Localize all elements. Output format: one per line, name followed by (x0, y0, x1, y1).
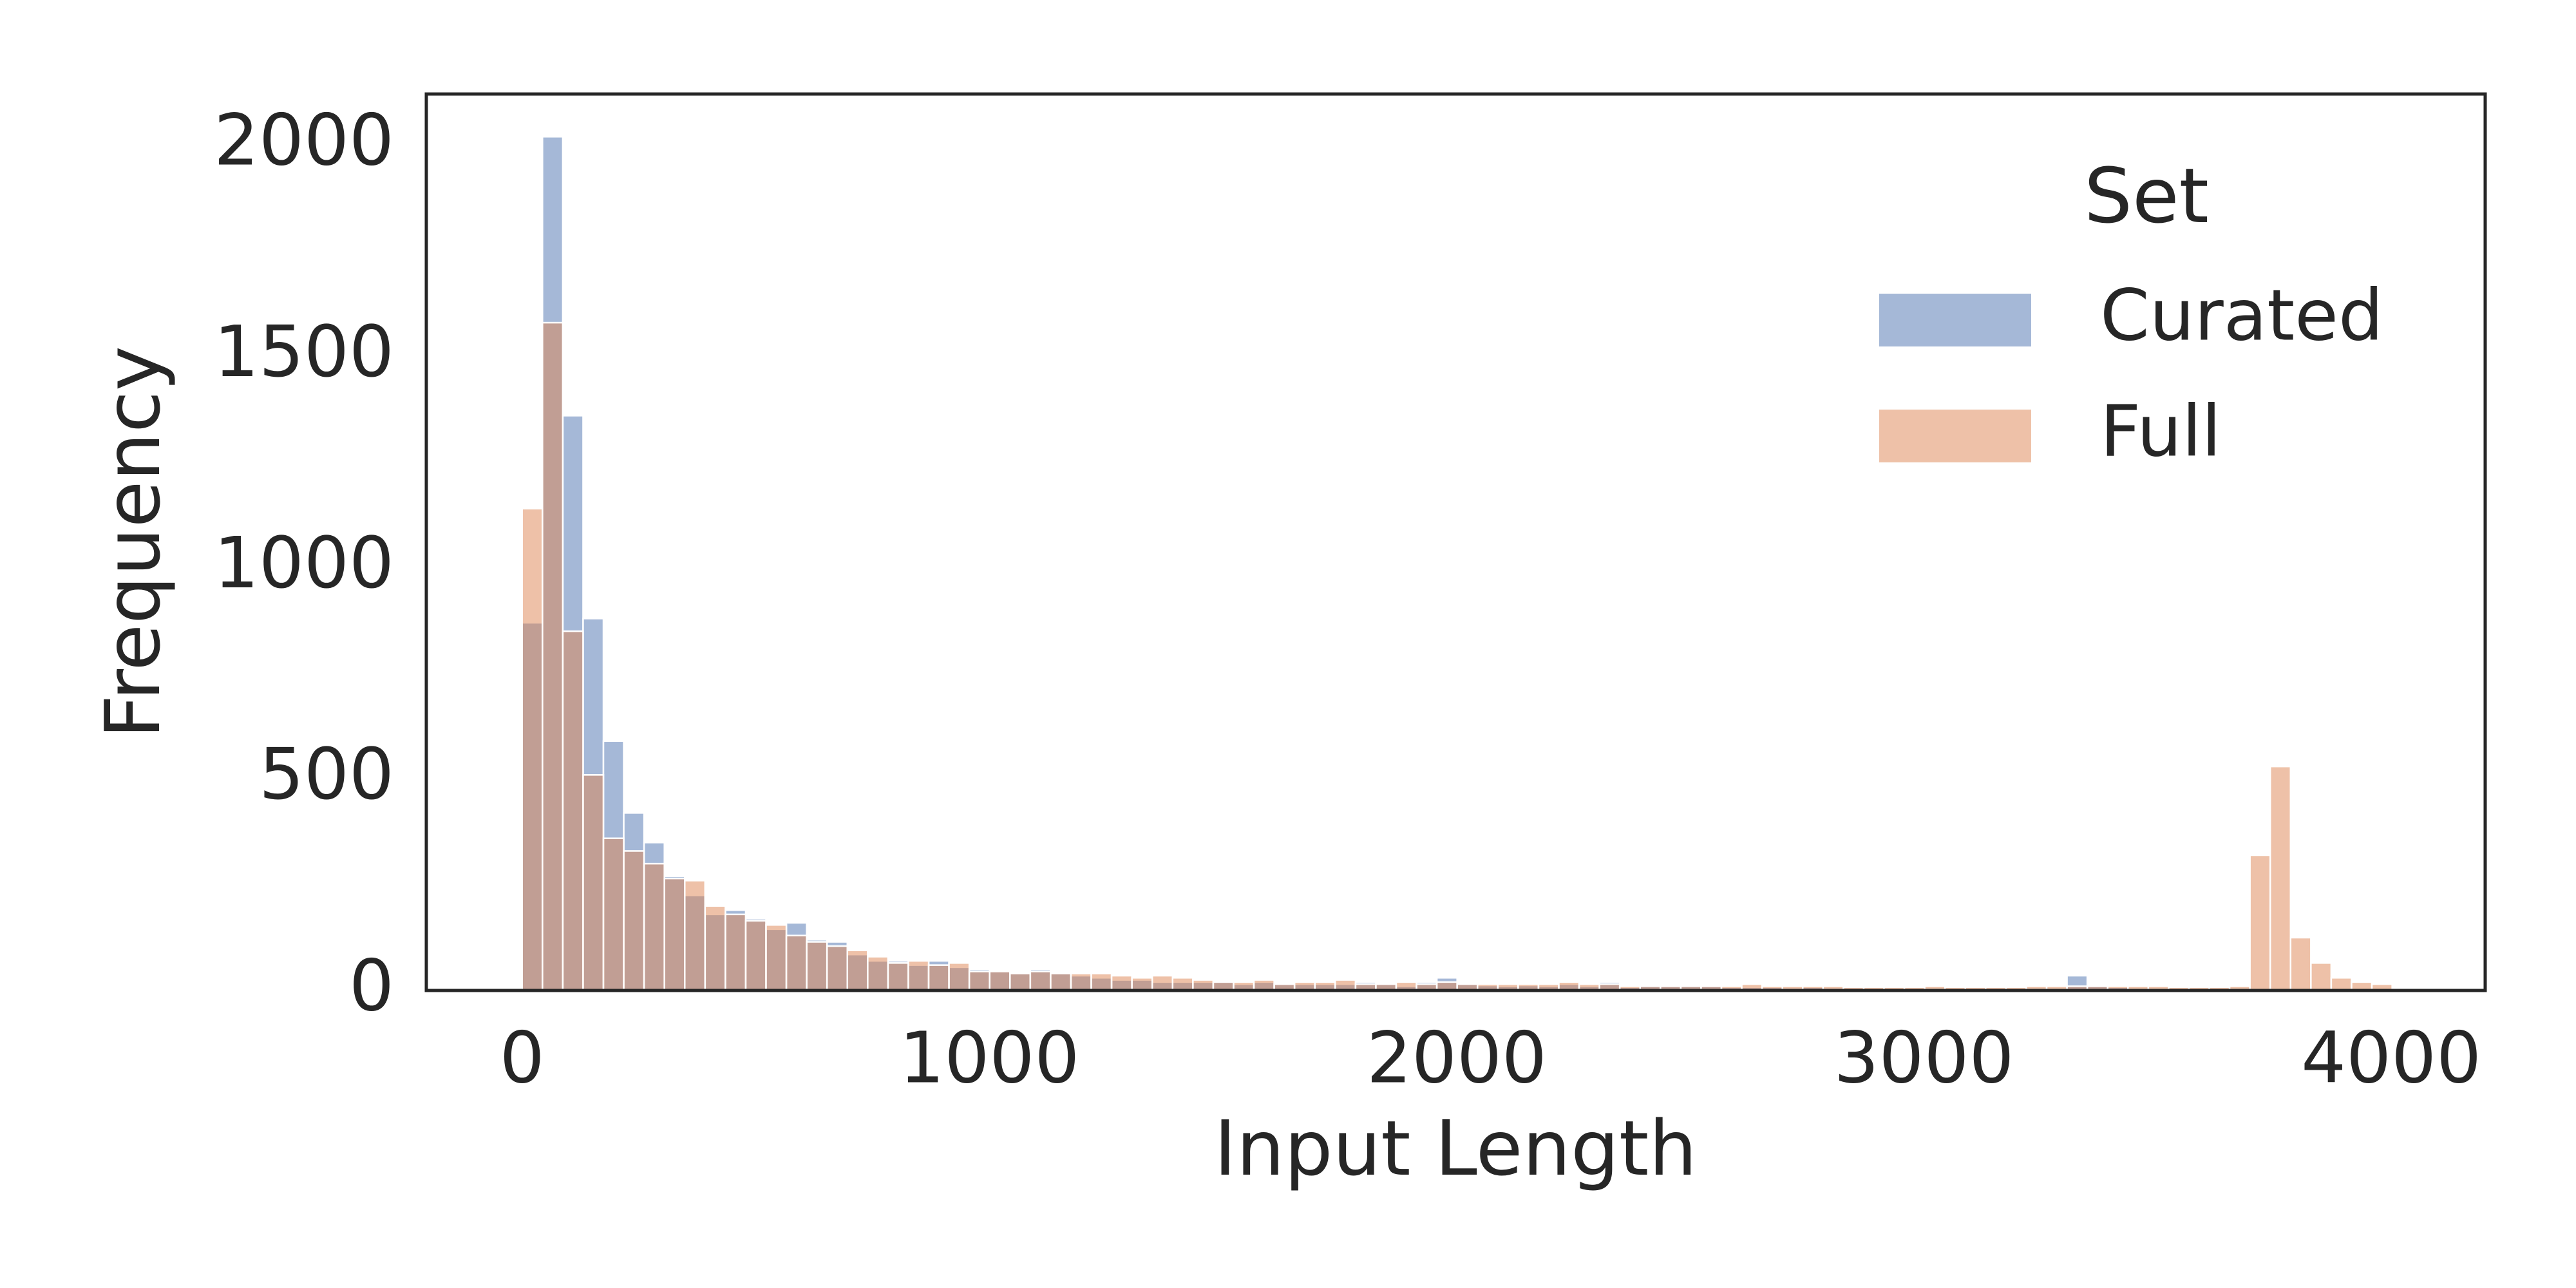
histogram-bar (623, 850, 645, 992)
histogram-bar (2310, 962, 2333, 992)
legend-swatch (1879, 294, 2031, 346)
x-tick-label: 3000 (1834, 1016, 2014, 1099)
legend: Set Curated Full (1879, 151, 2383, 472)
histogram-bar (1070, 972, 1092, 992)
histogram-bar (2330, 977, 2353, 992)
legend-title: Set (2084, 151, 2209, 240)
histogram-bar (846, 949, 869, 992)
histogram-bar (2249, 854, 2271, 992)
y-tick-label: 2000 (214, 99, 394, 182)
histogram-bar (643, 862, 665, 992)
plot-area (521, 136, 2393, 992)
histogram-bar (1151, 974, 1174, 992)
x-axis-label: Input Length (1214, 1104, 1697, 1193)
histogram-bar (542, 321, 564, 992)
histogram-bar (582, 774, 605, 992)
histogram-bar (724, 913, 747, 992)
y-tick-label: 500 (259, 733, 394, 815)
histogram-bar (907, 960, 930, 992)
legend-swatch (1879, 410, 2031, 462)
histogram-bar (1171, 977, 1194, 992)
histogram-bar (602, 837, 625, 992)
x-tick-label: 1000 (899, 1016, 1079, 1099)
histogram-bar (1009, 972, 1032, 992)
histogram-bar (704, 905, 726, 992)
histogram-bar (521, 507, 544, 992)
y-tick-label: 1500 (214, 310, 394, 393)
histogram-bar (948, 962, 971, 992)
histogram-bar (562, 630, 584, 992)
legend-label: Curated (2100, 274, 2383, 356)
histogram-bar (744, 920, 767, 992)
histogram-bar (1029, 971, 1052, 992)
histogram-bar (2269, 765, 2292, 992)
histogram-bar (867, 956, 889, 992)
x-tick-label: 4000 (2301, 1016, 2481, 1099)
histogram-bar (1050, 972, 1072, 992)
histogram-bar (826, 945, 849, 992)
histogram-bar (765, 924, 788, 992)
x-tick-label: 0 (500, 1016, 545, 1099)
histogram-bar (684, 880, 706, 992)
histogram-bar (1131, 977, 1153, 992)
histogram-bar (927, 964, 950, 992)
histogram-bar (887, 962, 909, 992)
legend-label: Full (2100, 390, 2221, 472)
y-axis-label: Frequency (88, 346, 177, 739)
histogram-bar (806, 941, 828, 992)
histogram-bar (663, 877, 686, 992)
y-tick-label: 0 (349, 944, 394, 1027)
histogram-bar (1090, 972, 1113, 992)
y-tick-label: 1000 (214, 522, 394, 604)
histogram-bar (968, 971, 990, 992)
axes-frame (424, 92, 2487, 992)
histogram-bar (785, 934, 808, 992)
x-tick-label: 2000 (1367, 1016, 1547, 1099)
histogram-bar (1110, 974, 1133, 992)
histogram-bar (989, 971, 1011, 992)
histogram-bar (2289, 936, 2312, 992)
